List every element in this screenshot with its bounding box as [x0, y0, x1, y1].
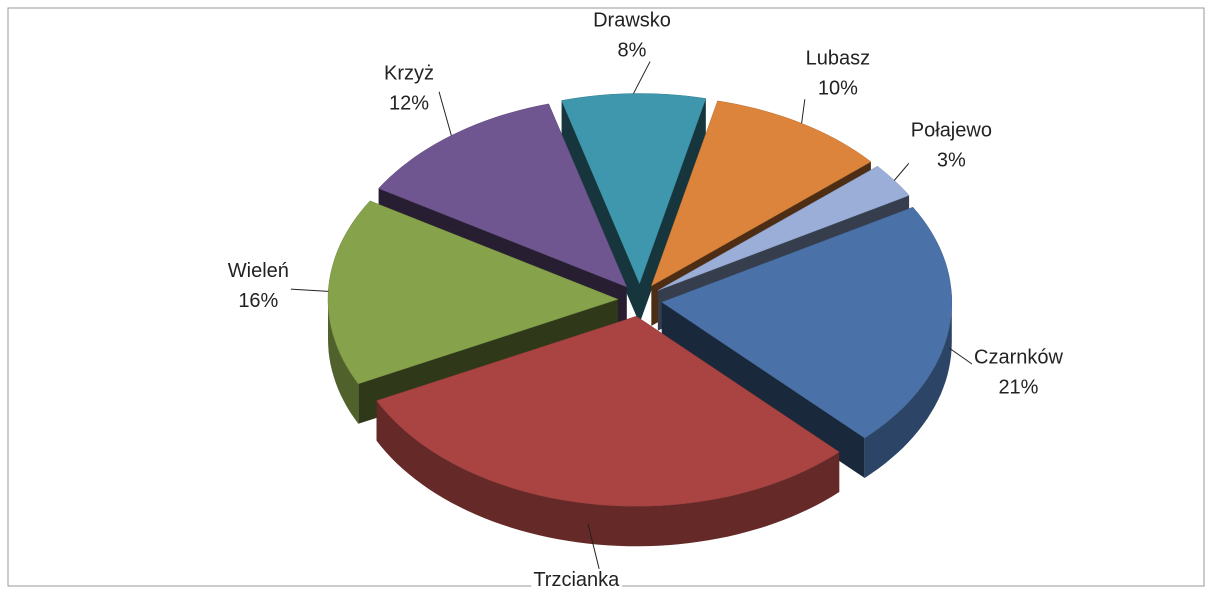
- value-label: 8%: [618, 40, 647, 62]
- slice-wall: [864, 302, 952, 478]
- label-bg: [591, 9, 673, 62]
- label-bg: [803, 47, 873, 100]
- data-label: Czarnków 21%: [974, 346, 1063, 398]
- value-label: 16%: [238, 290, 278, 312]
- slice-wall: [376, 400, 840, 547]
- slice-side: [639, 98, 706, 324]
- data-label: Trzcianka30%: [533, 569, 620, 592]
- slice-wall: [328, 299, 359, 424]
- label-bg: [972, 346, 1066, 399]
- label-bg: [908, 119, 994, 172]
- data-label: Wieleń 16%: [228, 260, 289, 312]
- slice: [376, 316, 840, 507]
- category-label: Połajewo: [911, 120, 992, 142]
- data-label: Połajewo 3%: [911, 120, 992, 172]
- data-label: Krzyż 12%: [384, 63, 434, 115]
- data-label: Drawsko 8%: [593, 10, 671, 62]
- slice-side: [561, 100, 640, 324]
- slice-side: [661, 302, 865, 478]
- slice: [650, 100, 872, 287]
- category-label: Drawsko: [593, 10, 671, 32]
- data-label: Lubasz 10%: [806, 47, 871, 99]
- category-label: Lubasz: [806, 47, 871, 69]
- category-label: Wieleń: [228, 260, 289, 282]
- label-bg: [382, 62, 437, 115]
- leader-line: [288, 288, 329, 292]
- value-label: 12%: [389, 93, 429, 115]
- label-bg: [225, 260, 291, 313]
- slice: [561, 93, 707, 285]
- slice: [327, 200, 619, 385]
- slice: [661, 206, 953, 439]
- value-label: 10%: [818, 77, 858, 99]
- label-bg: [531, 568, 623, 592]
- value-label: 3%: [937, 150, 966, 172]
- slice-tops: [327, 93, 953, 507]
- category-label: Trzcianka: [533, 569, 620, 591]
- category-label: Krzyż: [384, 63, 434, 85]
- slice: [657, 165, 910, 291]
- value-label: 21%: [998, 376, 1038, 398]
- leader-line: [438, 91, 452, 136]
- category-label: Czarnków: [974, 346, 1063, 368]
